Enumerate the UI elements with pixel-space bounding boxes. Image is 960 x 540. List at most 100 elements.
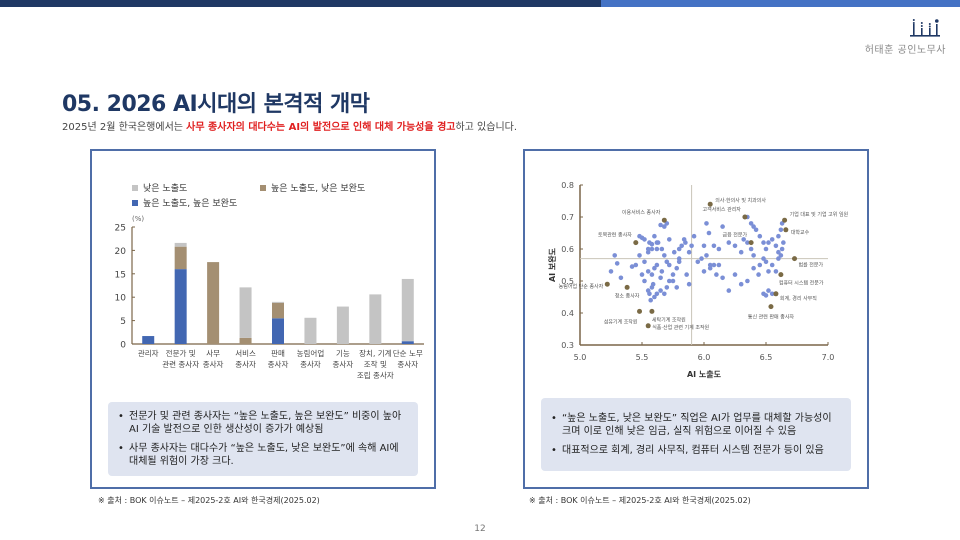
bar-segment — [272, 318, 284, 344]
right-panel: 0.3 0.4 0.5 0.6 0.7 0.8 5.0 5.5 6.0 6.5 7.0 AI 노출도 A… — [523, 149, 869, 489]
x-tick-label: 장치, 기계 — [359, 348, 391, 358]
point-label: 식품·산업 관련 기계 조작원 — [652, 324, 709, 331]
scatter-point — [618, 275, 624, 281]
scatter-point — [666, 262, 672, 268]
x-tick-label: 사무 — [206, 349, 220, 358]
scatter-point — [716, 262, 722, 268]
subtitle-prefix: 2025년 2월 한국은행에서는 — [62, 122, 187, 133]
x-tick-label: 관련 종사자 — [162, 359, 199, 369]
point-label: 농림어업 단순 종사자 — [559, 283, 604, 290]
scatter-point — [763, 259, 769, 265]
scatter-point — [676, 256, 682, 261]
y-tick-label: 5 — [120, 317, 126, 327]
left-note-2: 사무 종사자는 대다수가 “높은 노출도, 낮은 보완도”에 속해 AI에 대체… — [118, 442, 408, 468]
x-tick-label: 5.5 — [636, 353, 649, 362]
legend-swatch-blue — [132, 199, 138, 206]
point-label: 청소 종사자 — [615, 292, 640, 299]
point-label: 대학교수 — [791, 229, 810, 236]
scatter-point — [650, 281, 656, 287]
scatter-point — [748, 221, 754, 226]
page-subtitle: 2025년 2월 한국은행에서는 사무 종사자의 대다수는 AI의 발전으로 인… — [62, 118, 517, 133]
bar-segment — [174, 246, 187, 270]
y-tick-label: 0.3 — [561, 341, 574, 350]
y-tick-label: 0 — [120, 341, 126, 351]
scatter-point — [649, 246, 655, 252]
scatter-point — [670, 272, 676, 277]
scatter-point — [757, 262, 763, 268]
y-tick-label: 10 — [115, 294, 127, 304]
bar-segment — [174, 269, 187, 344]
point-label: 금융 전문가 — [723, 232, 748, 239]
legend-swatch-gray — [132, 184, 138, 191]
scatter-point — [776, 233, 781, 239]
scatter-point — [654, 246, 660, 252]
scatter-point — [671, 249, 677, 255]
x-tick-label: 기능 — [336, 349, 350, 358]
highlighted-point — [768, 304, 774, 310]
scatter-point — [699, 256, 704, 261]
left-notes-box: 전문가 및 관련 종사자는 “높은 노출도, 높은 보완도” 비중이 높아 AI… — [108, 402, 418, 476]
scatter-point — [716, 246, 722, 252]
scatter-point — [756, 272, 761, 277]
scatter-point — [751, 224, 756, 229]
scatter-point — [608, 269, 614, 274]
scatter-point — [745, 240, 750, 245]
highlighted-point — [748, 240, 754, 246]
scatter-point — [704, 253, 709, 258]
right-note-1: “높은 노출도, 낮은 보완도” 직업은 AI가 업무를 대체할 가능성이 크며… — [551, 412, 841, 438]
scatter-point — [745, 278, 750, 284]
scatter-point — [649, 272, 655, 277]
brand-logo: 허태훈 공인노무사 — [846, 16, 946, 56]
x-tick-label: 종사자 — [333, 360, 354, 369]
legend-high-exposure-high-complement: 높은 노출도, 높은 보완도 — [132, 196, 237, 209]
scatter-point — [652, 233, 657, 239]
highlighted-point — [783, 227, 789, 233]
brand-logo-icon — [910, 19, 940, 37]
bar-segment — [174, 242, 187, 247]
left-panel: 낮은 노출도 높은 노출도, 낮은 보완도 높은 노출도, 높은 보완도 (%)… — [90, 149, 436, 489]
y-axis-title: AI 보완도 — [547, 247, 557, 282]
scatter-point — [738, 281, 744, 287]
scatter-point — [776, 249, 781, 255]
highlighted-point — [624, 284, 630, 290]
x-tick-label: 종사자 — [203, 360, 224, 369]
bar-segment — [207, 262, 220, 344]
scatter-point — [686, 281, 692, 287]
highlighted-point — [792, 256, 798, 262]
point-label: 세탁기계 조작원 — [652, 316, 686, 323]
scatter-point — [642, 278, 647, 284]
scatter-point — [704, 221, 709, 226]
highlighted-point — [773, 291, 779, 297]
right-source: ※ 출처 : BOK 이슈노트 – 제2025-2호 AI와 한국경제(2025… — [529, 496, 751, 505]
scatter-point — [779, 246, 785, 252]
bar-segment — [304, 317, 317, 344]
scatter-point — [681, 237, 687, 242]
scatter-point — [773, 269, 779, 274]
scatter-point — [707, 265, 713, 271]
scatter-point — [776, 256, 781, 261]
point-label: 이용서비스 종사자 — [622, 209, 661, 216]
highlighted-point — [645, 323, 651, 329]
scatter-point — [642, 259, 647, 265]
scatter-point — [686, 249, 692, 255]
scatter-point — [706, 230, 712, 236]
x-tick-label: 농림어업 — [297, 348, 325, 358]
scatter-point — [629, 264, 635, 269]
scatter-point — [761, 240, 766, 245]
legend-high-exposure-low-complement: 높은 노출도, 낮은 보완도 — [260, 181, 365, 194]
x-tick-label: 관리자 — [138, 348, 159, 358]
y-tick-label: 0.6 — [561, 245, 574, 254]
y-tick-label: 0.7 — [561, 213, 574, 222]
scatter-point — [763, 293, 769, 298]
scatter-point — [689, 243, 694, 249]
scatter-point — [732, 243, 738, 249]
scatter-point — [674, 265, 680, 271]
highlighted-point — [742, 214, 748, 220]
bar-segment — [401, 341, 414, 344]
highlighted-point — [707, 201, 713, 207]
scatter-point — [711, 243, 717, 249]
y-unit-label: (%) — [132, 215, 144, 223]
scatter-point — [658, 275, 663, 281]
scatter-point — [751, 265, 756, 271]
scatter-point — [662, 253, 667, 258]
